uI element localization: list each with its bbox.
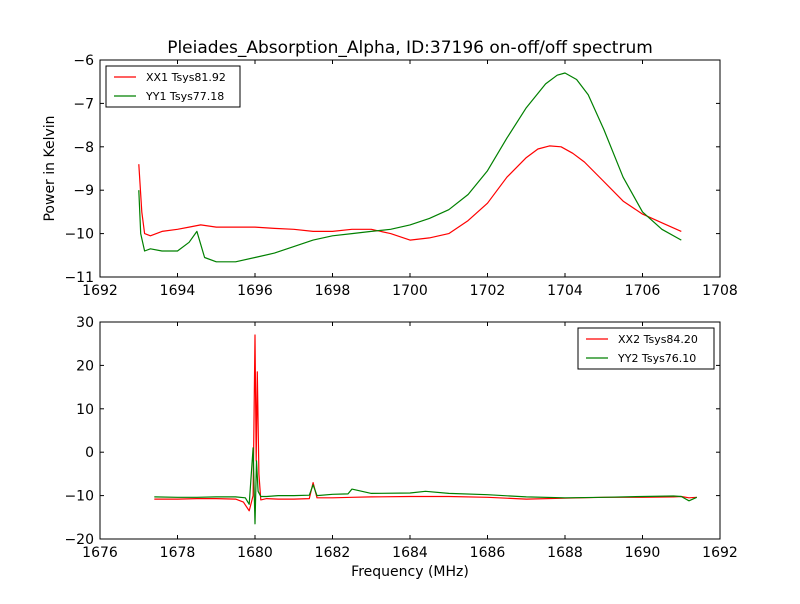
y-tick-label: −9 [73, 183, 94, 199]
x-tick-label: 1690 [625, 545, 661, 561]
y-tick-label: −7 [73, 96, 94, 112]
y-tick-label: −8 [73, 140, 94, 156]
y-tick-label: −10 [64, 227, 94, 243]
x-tick-label: 1680 [237, 545, 273, 561]
figure-title: Pleiades_Absorption_Alpha, ID:37196 on-o… [167, 38, 653, 58]
x-axis-label: Frequency (MHz) [351, 564, 469, 580]
legend-entry: YY2 Tsys76.10 [617, 352, 696, 365]
legend-box [105, 65, 241, 108]
x-tick-label: 1694 [160, 283, 196, 299]
series-line-yy [154, 447, 698, 525]
y-tick-label: −6 [73, 53, 94, 69]
y-tick-label: 10 [76, 402, 94, 418]
legend-entry: YY1 Tsys77.18 [145, 90, 224, 103]
series-group [154, 334, 698, 525]
y-tick-label: −10 [64, 489, 94, 505]
x-tick-label: 1682 [315, 545, 351, 561]
legend-entry: XX1 Tsys81.92 [146, 71, 226, 84]
legend: XX2 Tsys84.20 YY2 Tsys76.10 [577, 327, 715, 370]
x-tick-label: 1708 [702, 283, 738, 299]
x-tick-label: 1698 [315, 283, 351, 299]
series-line-xx [138, 145, 682, 241]
y-tick-label: 30 [76, 315, 94, 331]
y-tick-label: −20 [64, 532, 94, 548]
series-line-yy [138, 72, 682, 263]
x-tick-label: 1704 [547, 283, 583, 299]
y-axis-label: Power in Kelvin [42, 115, 58, 221]
legend-entry: XX2 Tsys84.20 [618, 333, 698, 346]
x-tick-label: 1692 [82, 283, 118, 299]
legend-box [577, 327, 715, 370]
y-tick-label: 20 [76, 358, 94, 374]
x-tick-label: 1686 [470, 545, 506, 561]
y-tick-label: −11 [64, 270, 94, 286]
x-tick-label: 1700 [392, 283, 428, 299]
x-tick-label: 1688 [547, 545, 583, 561]
x-tick-label: 1696 [237, 283, 273, 299]
legend: XX1 Tsys81.92 YY1 Tsys77.18 [105, 65, 241, 108]
x-tick-label: 1684 [392, 545, 428, 561]
bottom-panel: 1676 1678 1680 1682 1684 1686 1688 1690 1692 30 20… [64, 315, 737, 580]
x-tick-label: 1678 [160, 545, 196, 561]
x-tick-label: 1702 [470, 283, 506, 299]
y-tick-label: 0 [85, 445, 94, 461]
x-tick-label: 1692 [702, 545, 738, 561]
x-tick-label: 1676 [82, 545, 118, 561]
top-panel: 1692 1694 1696 1698 1700 1702 1704 1706 1708 −6 −7… [42, 53, 738, 299]
x-tick-label: 1706 [625, 283, 661, 299]
series-group [138, 72, 682, 263]
